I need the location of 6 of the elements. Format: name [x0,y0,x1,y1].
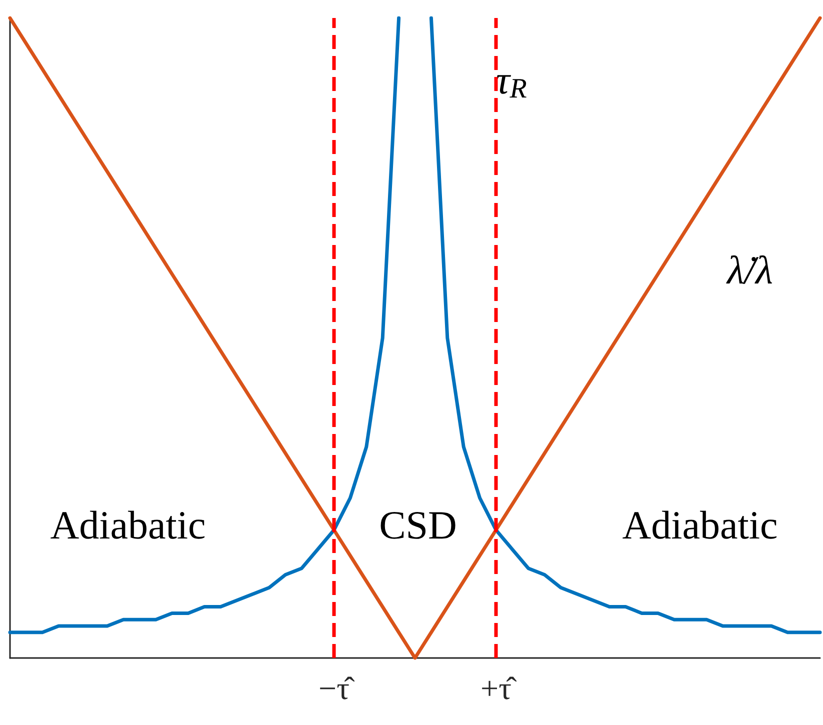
x-tick-label: −τ̂ [318,670,356,706]
x-tick-label: +τ̂ [480,670,518,706]
annotation: Adiabatic [622,502,778,548]
annotation: Adiabatic [50,502,206,548]
series-label: λ̇/λ [726,248,773,292]
annotation: CSD [379,502,457,548]
